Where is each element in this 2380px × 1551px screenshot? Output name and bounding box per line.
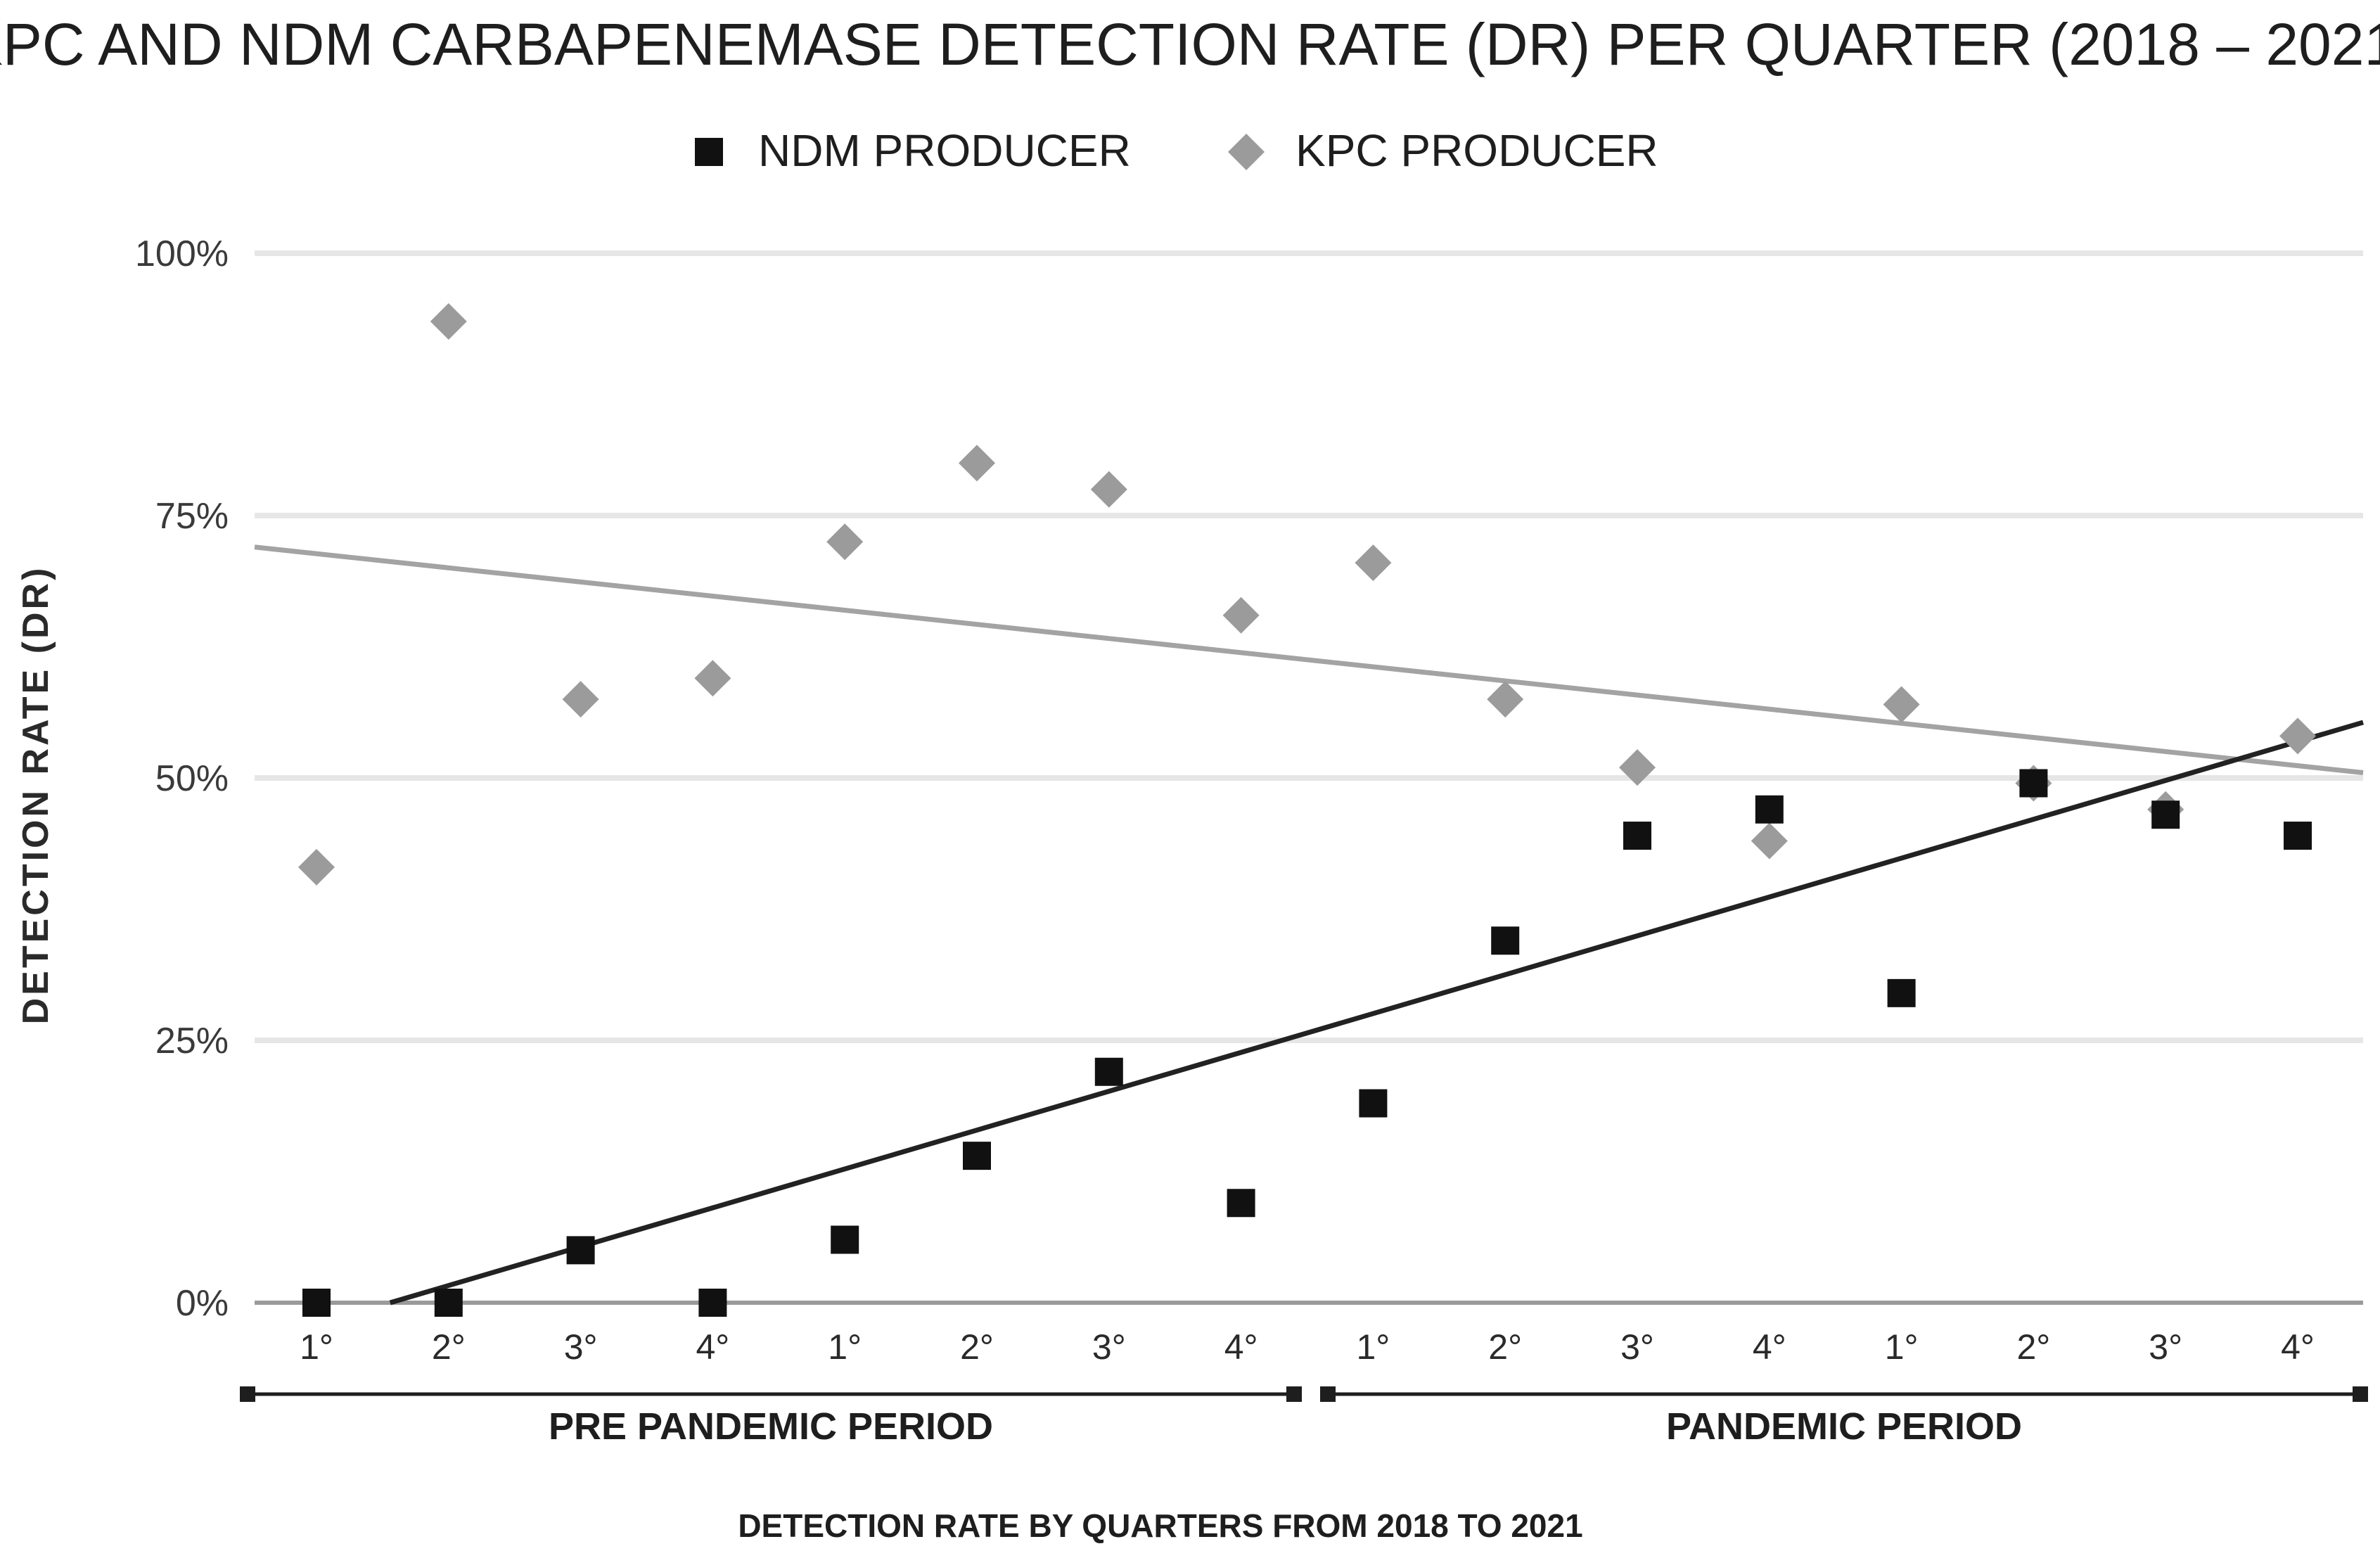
x-tick-label: 4° [2281, 1327, 2315, 1367]
period-label: PANDEMIC PERIOD [1666, 1405, 2022, 1448]
kpc-point [2279, 717, 2316, 755]
kpc-point [430, 302, 467, 340]
x-tick-label: 2° [2016, 1327, 2050, 1367]
ndm-point [831, 1225, 859, 1254]
period-bracket-end [1286, 1386, 1302, 1402]
kpc-point [694, 660, 731, 697]
ndm-point [1887, 978, 1916, 1007]
kpc-point [1751, 822, 1788, 860]
kpc-point [1619, 749, 1656, 786]
ndm-point [963, 1142, 991, 1170]
legend-ndm-label: NDM PRODUCER [758, 125, 1131, 176]
ndm-point [566, 1236, 595, 1265]
x-tick-label: 3° [1092, 1327, 1126, 1367]
ndm-point [2019, 769, 2048, 798]
x-tick-label: 4° [1753, 1327, 1786, 1367]
chart-title: KPC AND NDM CARBAPENEMASE DETECTION RATE… [0, 11, 2380, 77]
x-tick-label: 4° [1224, 1327, 1258, 1367]
legend-kpc-marker [1228, 134, 1265, 170]
x-tick-label: 3° [2149, 1327, 2182, 1367]
ndm-trendline [389, 720, 2364, 1306]
x-tick-label: 2° [960, 1327, 994, 1367]
legend: NDM PRODUCER KPC PRODUCER [695, 125, 1658, 176]
y-tick-label: 0% [176, 1283, 229, 1324]
kpc-point [1355, 544, 1392, 582]
kpc-point [826, 523, 864, 561]
trendlines [254, 544, 2364, 1306]
kpc-point [959, 445, 995, 482]
ndm-point [434, 1289, 463, 1317]
ndm-point [1623, 822, 1651, 850]
kpc-point [1090, 471, 1127, 508]
y-tick-label: 75% [155, 496, 229, 537]
kpc-series [298, 302, 2316, 886]
ndm-series [302, 769, 2312, 1317]
x-tick-label: 2° [432, 1327, 466, 1367]
ndm-point [1755, 795, 1784, 824]
ndm-point [1359, 1089, 1388, 1118]
x-tick-label: 1° [300, 1327, 333, 1367]
y-tick-label: 100% [135, 234, 229, 274]
x-tick-label: 4° [696, 1327, 729, 1367]
y-tick-label: 25% [155, 1021, 229, 1061]
x-tick-label: 3° [1620, 1327, 1654, 1367]
legend-ndm-marker [695, 138, 723, 166]
x-axis-ticks: 1° 2° 3° 4° 1° 2° 3° 4° 1° 2° 3° 4° 1° 2° 3° 4° [300, 1327, 2315, 1367]
kpc-point [1222, 596, 1260, 634]
x-tick-label: 1° [828, 1327, 862, 1367]
gridlines [255, 250, 2363, 1305]
period-bracket-end [2353, 1386, 2368, 1402]
y-axis-label: DETECTION RATE (DR) [15, 566, 56, 1025]
ndm-point [698, 1289, 727, 1317]
y-tick-label: 50% [155, 758, 229, 799]
x-tick-label: 2° [1488, 1327, 1522, 1367]
x-tick-label: 1° [1356, 1327, 1390, 1367]
ndm-point [2284, 822, 2312, 850]
ndm-point [1094, 1057, 1123, 1086]
ndm-point [2151, 800, 2180, 829]
legend-kpc-label: KPC PRODUCER [1295, 125, 1658, 176]
kpc-point [298, 848, 335, 886]
kpc-point [562, 681, 599, 718]
period-label: PRE PANDEMIC PERIOD [549, 1405, 993, 1448]
x-axis-label: DETECTION RATE BY QUARTERS FROM 2018 TO … [738, 1507, 1582, 1544]
period-brackets: PRE PANDEMIC PERIOD PANDEMIC PERIOD [240, 1386, 2368, 1448]
kpc-point [1487, 681, 1524, 718]
ndm-point [302, 1289, 331, 1317]
y-axis-ticks: 0% 25% 50% 75% 100% [135, 234, 229, 1324]
kpc-trendline [254, 544, 2364, 776]
kpc-point [1883, 686, 1920, 723]
x-tick-label: 3° [564, 1327, 598, 1367]
period-bracket-end [1320, 1386, 1336, 1402]
ndm-point [1227, 1189, 1255, 1218]
period-bracket-end [240, 1386, 255, 1402]
ndm-point [1491, 926, 1520, 955]
x-tick-label: 1° [1885, 1327, 1919, 1367]
